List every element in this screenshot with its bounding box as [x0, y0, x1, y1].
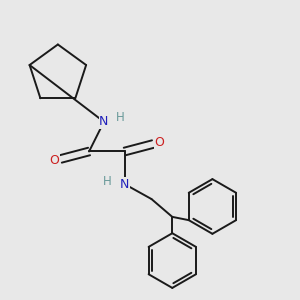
Text: N: N — [120, 178, 129, 191]
Text: O: O — [154, 136, 164, 149]
Text: H: H — [116, 111, 125, 124]
Text: N: N — [99, 115, 109, 128]
Text: H: H — [103, 175, 112, 188]
Text: O: O — [50, 154, 59, 167]
